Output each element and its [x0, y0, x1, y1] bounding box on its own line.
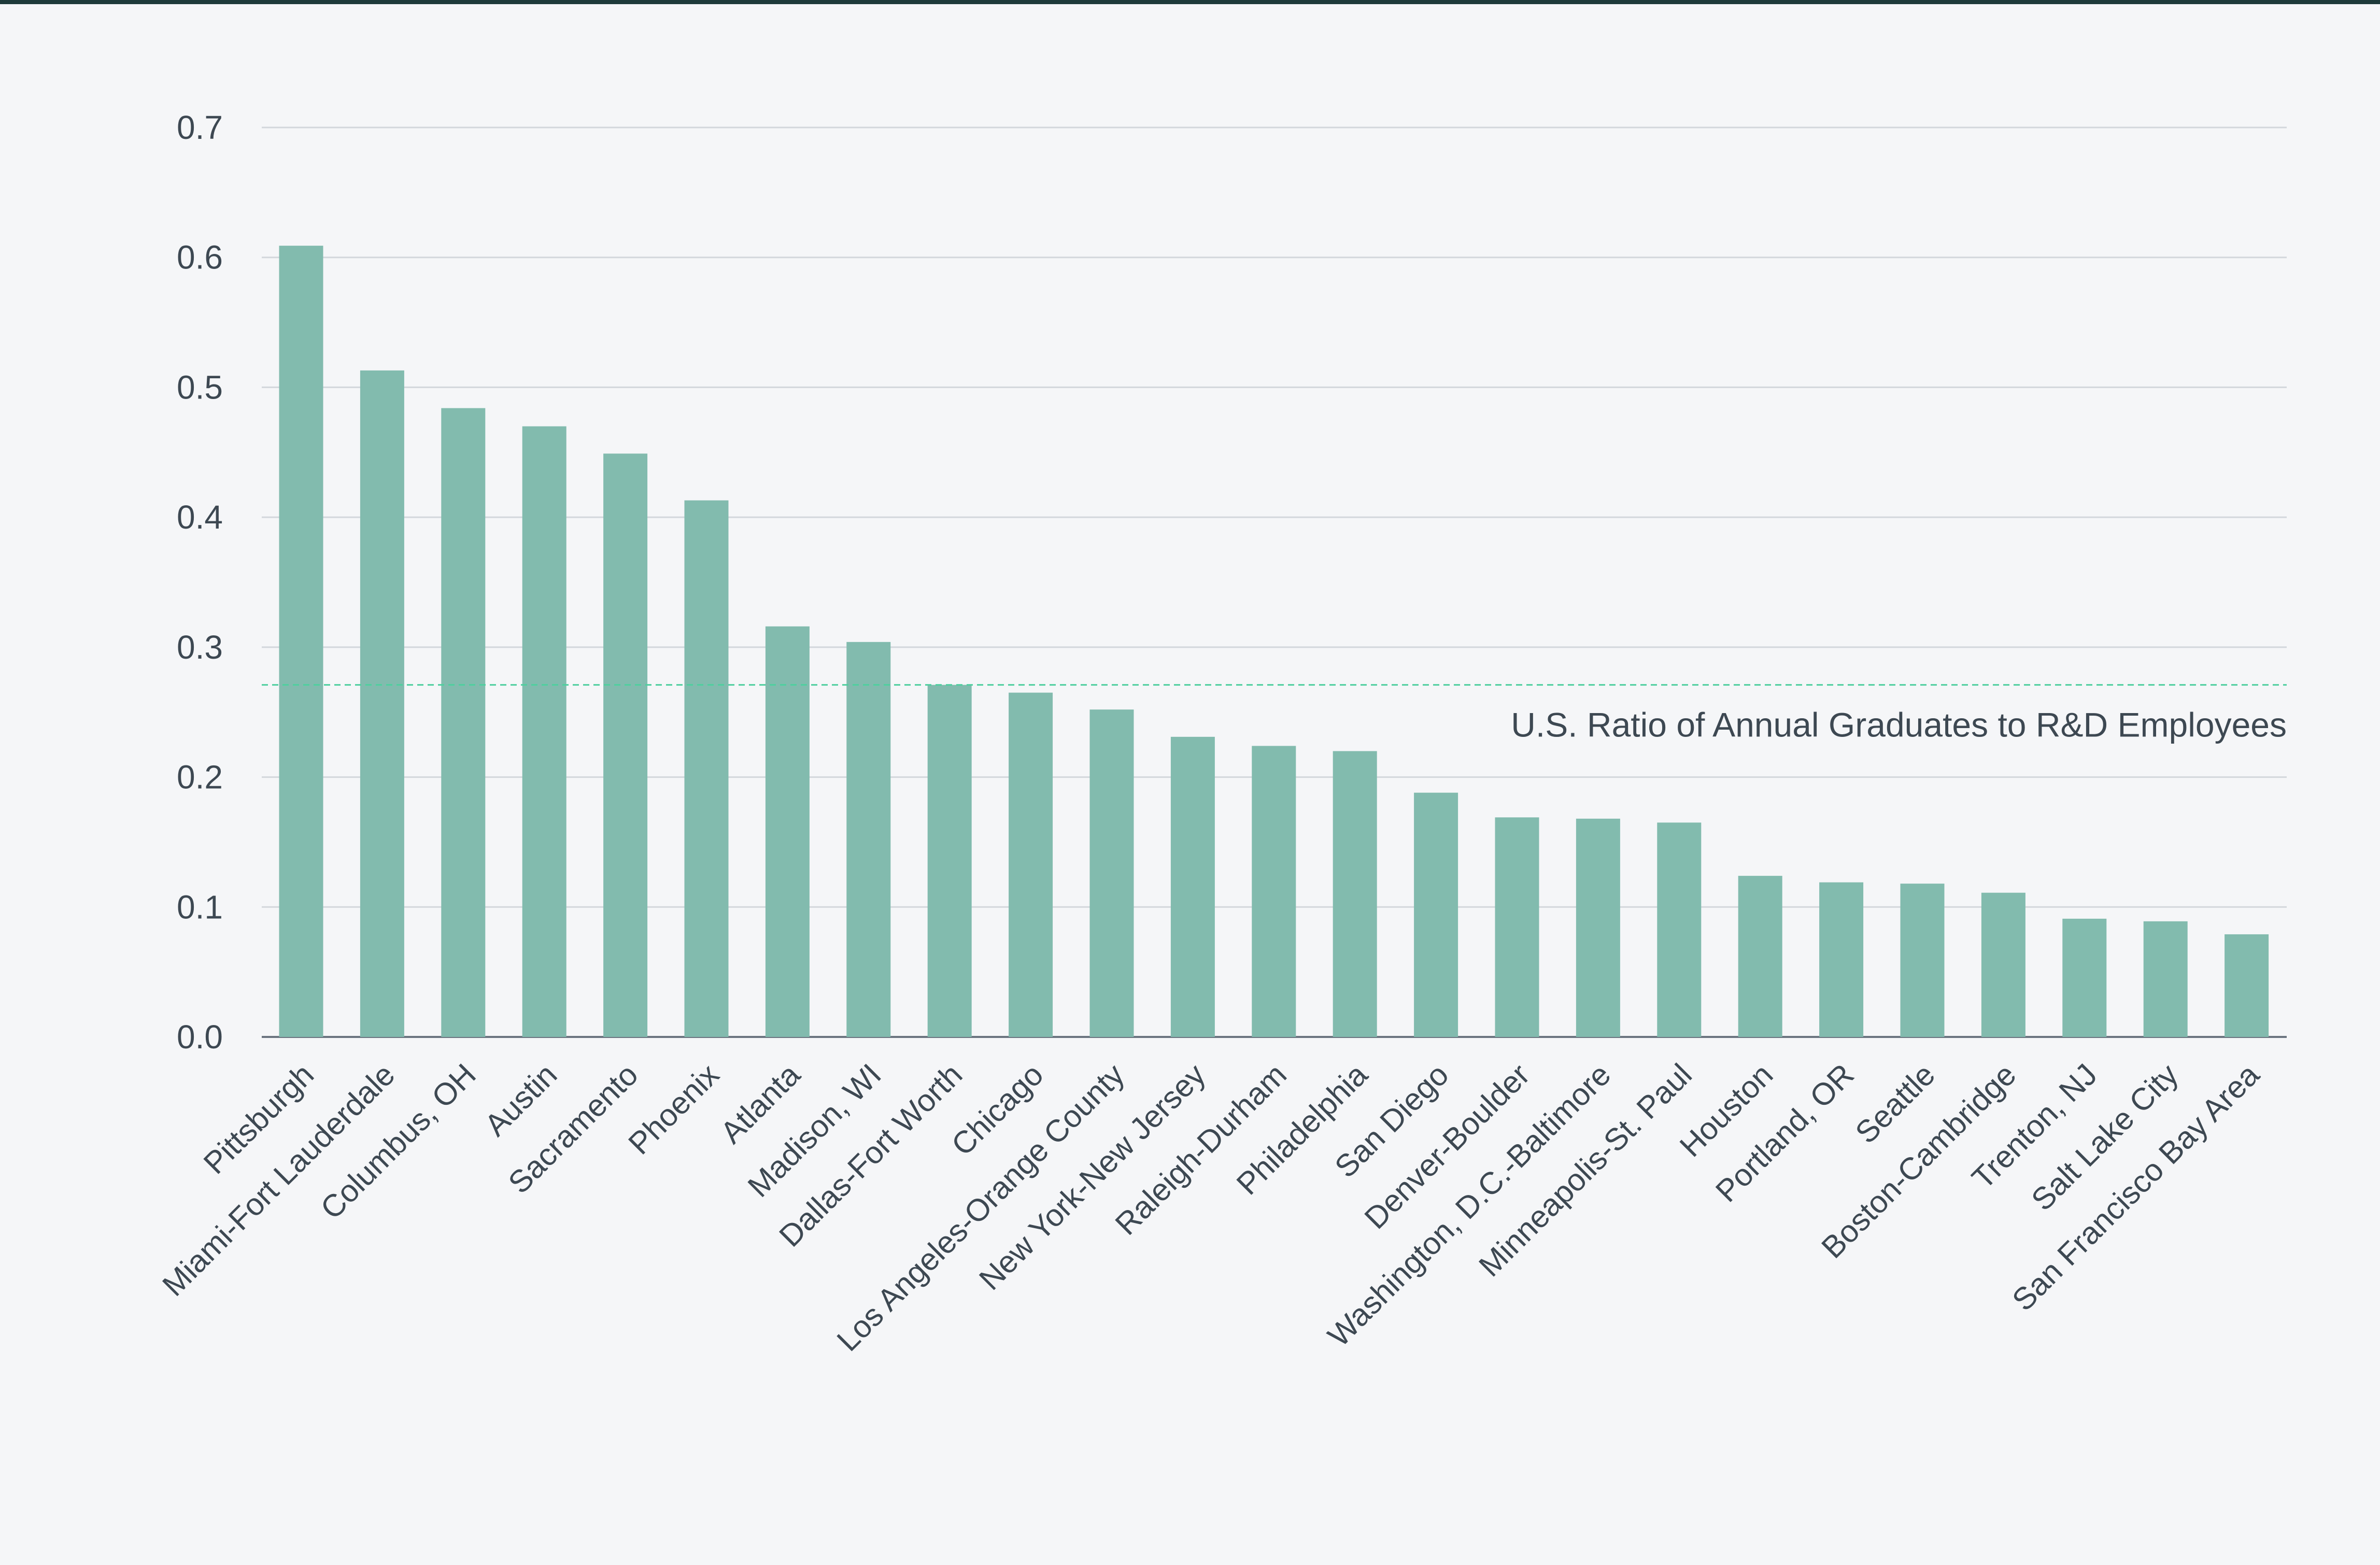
bar — [1009, 692, 1053, 1037]
bar — [1089, 709, 1134, 1037]
reference-line-group: U.S. Ratio of Annual Graduates to R&D Em… — [262, 684, 2287, 744]
bar — [927, 685, 972, 1037]
bar — [441, 408, 486, 1037]
bar — [2143, 921, 2188, 1037]
bar — [1657, 822, 1702, 1037]
bar — [2062, 918, 2107, 1037]
y-tick-label: 0.3 — [177, 629, 223, 666]
bar — [846, 642, 891, 1037]
y-tick-label: 0.5 — [177, 368, 223, 406]
y-tick-label: 0.4 — [177, 499, 223, 536]
bar — [1738, 876, 1782, 1037]
bar — [1252, 746, 1296, 1037]
bar — [765, 626, 810, 1037]
bar — [522, 426, 566, 1037]
bar — [684, 500, 729, 1037]
bar — [1170, 736, 1215, 1037]
bar — [2225, 934, 2269, 1037]
top-rule — [0, 0, 2380, 4]
bar — [603, 453, 648, 1037]
bars — [279, 246, 2269, 1037]
y-tick-label: 0.1 — [177, 888, 223, 926]
bar — [279, 246, 323, 1037]
bar — [1576, 818, 1620, 1037]
reference-line-label: U.S. Ratio of Annual Graduates to R&D Em… — [1511, 706, 2287, 744]
bar — [360, 370, 404, 1037]
y-tick-label: 0.7 — [177, 109, 223, 146]
bar — [1495, 817, 1539, 1037]
y-tick-label: 0.0 — [177, 1018, 223, 1056]
bar — [1333, 751, 1377, 1037]
y-tick-label: 0.6 — [177, 239, 223, 276]
bar — [1981, 892, 2025, 1037]
y-tick-label: 0.2 — [177, 759, 223, 796]
y-axis-ticks: 0.0 0.1 0.2 0.3 0.4 0.5 0.6 0.7 — [177, 109, 223, 1056]
x-tick-label: Phoenix — [621, 1057, 726, 1161]
bar — [1819, 882, 1864, 1037]
bar — [1900, 884, 1945, 1037]
bar — [1414, 792, 1458, 1037]
